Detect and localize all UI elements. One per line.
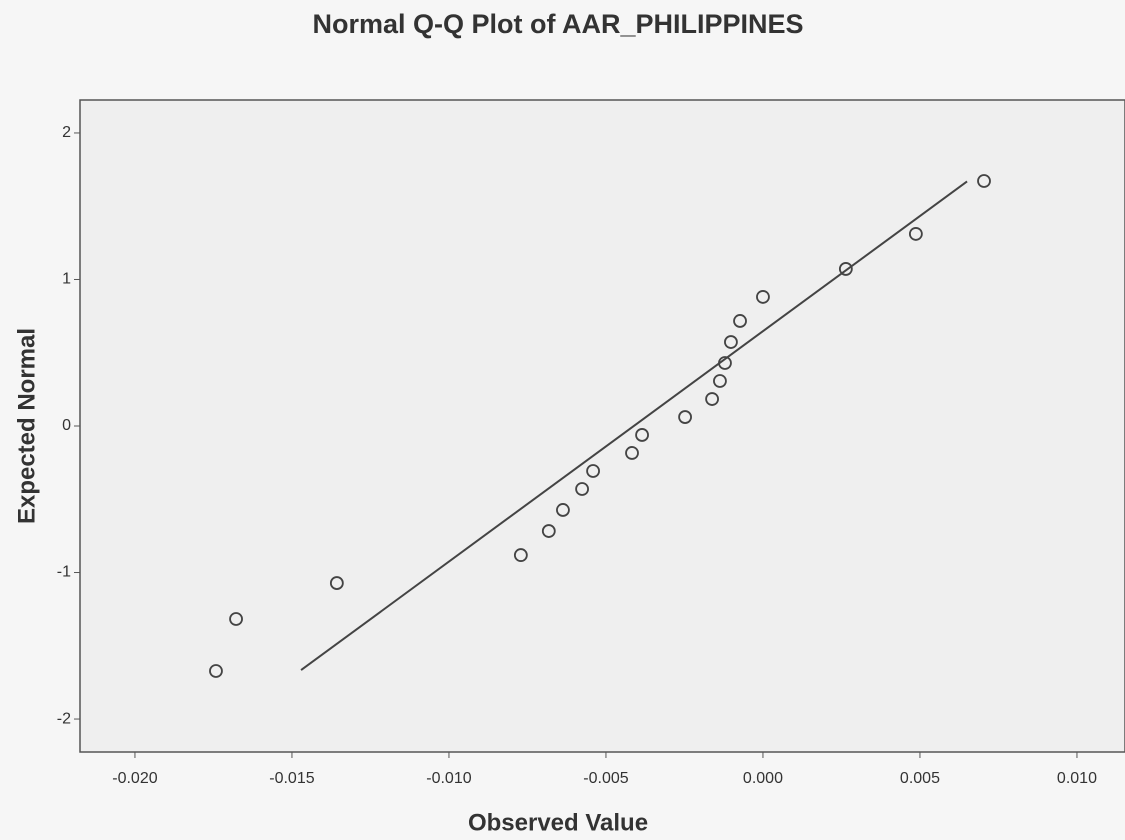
y-tick-label: -2 xyxy=(57,710,71,727)
x-tick-label: -0.020 xyxy=(112,770,157,787)
x-tick-label: -0.015 xyxy=(269,770,314,787)
x-tick-label: 0.000 xyxy=(743,770,783,787)
x-tick-label: 0.005 xyxy=(900,770,940,787)
y-tick-label: 2 xyxy=(62,124,71,141)
y-tick-label: 0 xyxy=(62,417,71,434)
x-tick-label: 0.010 xyxy=(1057,770,1097,787)
y-axis-title: Expected Normal xyxy=(13,328,40,524)
plot-area xyxy=(80,100,1125,752)
x-tick-label: -0.010 xyxy=(426,770,471,787)
page: Normal Q-Q Plot of AAR_PHILIPPINES Obser… xyxy=(0,0,1125,840)
x-axis-title: Observed Value xyxy=(468,809,648,836)
y-tick-label: 1 xyxy=(62,271,71,288)
chart-title: Normal Q-Q Plot of AAR_PHILIPPINES xyxy=(312,9,803,39)
chart: Normal Q-Q Plot of AAR_PHILIPPINES Obser… xyxy=(0,0,1125,840)
x-tick-label: -0.005 xyxy=(583,770,628,787)
y-tick-label: -1 xyxy=(57,564,71,581)
